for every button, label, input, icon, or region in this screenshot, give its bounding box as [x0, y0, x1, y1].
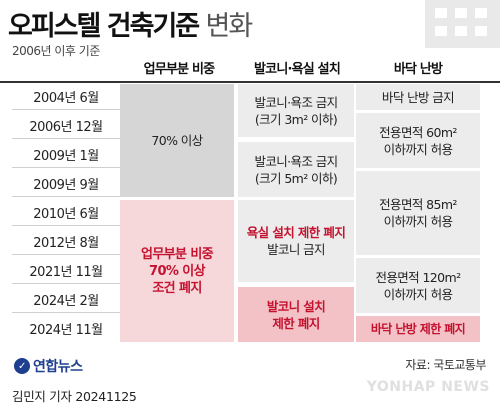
balcony-rule-line: 제한 폐지: [272, 315, 320, 331]
balcony-rule-2: 발코니·욕조 금지 (크기 5m² 이하): [238, 142, 354, 197]
balcony-rule-4: 발코니 설치 제한 폐지: [238, 287, 354, 342]
balcony-rule-line: (크기 5m² 이하): [254, 170, 338, 186]
subtitle: 2006년 이후 기준: [12, 44, 100, 58]
date-row: 2006년 12월: [12, 113, 120, 139]
heating-rule-line: 전용면적 85m²: [379, 197, 457, 212]
heating-rule-4: 전용면적 120m² 이하까지 허용: [356, 258, 480, 313]
date-row: 2004년 6월: [12, 84, 120, 110]
logo-text: 연합뉴스: [33, 359, 83, 375]
heating-rule-line: 바닥 난방 금지: [381, 89, 455, 105]
column-header-heating: 바닥 난방: [393, 62, 443, 77]
heating-rule-line: 전용면적 60m²: [379, 124, 457, 140]
logo-icon: ✓: [14, 358, 30, 374]
balcony-rule-line: (크기 3m² 이하): [254, 111, 338, 127]
heating-rule-line: 이하까지 허용: [383, 141, 453, 157]
work-ratio-after-line: 업무부분 비중: [140, 246, 214, 262]
column-header-work-ratio: 업무부분 비중: [143, 62, 215, 77]
balcony-rule-line: 발코니 설치: [266, 298, 326, 314]
balcony-rule-line: 발코니·욕조 금지: [254, 94, 338, 110]
heating-rule-line: 이하까지 허용: [383, 286, 453, 302]
heating-rule-line: 이하까지 허용: [383, 214, 453, 229]
date-row: 2010년 6월: [12, 200, 120, 226]
heating-rule-line: 전용면적 120m²: [375, 269, 461, 285]
balcony-rule-1: 발코니·욕조 금지 (크기 3m² 이하): [238, 84, 354, 137]
header-divider: [0, 81, 500, 83]
work-ratio-after: 업무부분 비중 70% 이상 조건 폐지: [120, 200, 234, 342]
balcony-rule-line: 발코니·욕조 금지: [254, 153, 338, 169]
balcony-rule-line: 발코니 금지: [267, 242, 325, 257]
work-ratio-after-line: 조건 폐지: [152, 280, 202, 296]
byline: 김민지 기자 20241125: [12, 389, 137, 404]
date-row: 2012년 8월: [12, 229, 120, 255]
column-header-balcony: 발코니·욕실 설치: [254, 62, 341, 77]
title-sub: 변화: [205, 11, 254, 42]
work-ratio-before: 70% 이상: [120, 84, 234, 197]
work-ratio-before-text: 70% 이상: [151, 133, 203, 148]
heating-rule-2: 전용면적 60m² 이하까지 허용: [356, 113, 480, 168]
heating-rule-5: 바닥 난방 제한 폐지: [356, 316, 480, 342]
title-main: 오피스텔 건축기준: [8, 11, 200, 42]
work-ratio-after-line: 70% 이상: [149, 263, 206, 279]
date-row: 2021년 11월: [12, 258, 120, 284]
balcony-rule-line: 욕실 설치 제한 폐지: [246, 225, 346, 240]
source-note: 자료: 국토교통부: [405, 358, 486, 372]
watermark: YONHAP NEWS: [366, 379, 490, 395]
yonhap-logo: ✓ 연합뉴스: [14, 356, 83, 376]
date-row: 2009년 1월: [12, 142, 120, 168]
building-illustration: [425, 0, 500, 48]
heating-rule-1: 바닥 난방 금지: [356, 84, 480, 110]
date-row: 2024년 2월: [12, 287, 120, 313]
heating-rule-3: 전용면적 85m² 이하까지 허용: [356, 171, 480, 255]
date-row: 2024년 11월: [29, 323, 103, 338]
date-row: 2009년 9월: [12, 171, 120, 197]
page-title: 오피스텔 건축기준 변화: [8, 4, 254, 43]
balcony-rule-3: 욕실 설치 제한 폐지 발코니 금지: [238, 200, 354, 282]
heating-rule-line: 바닥 난방 제한 폐지: [370, 321, 466, 336]
